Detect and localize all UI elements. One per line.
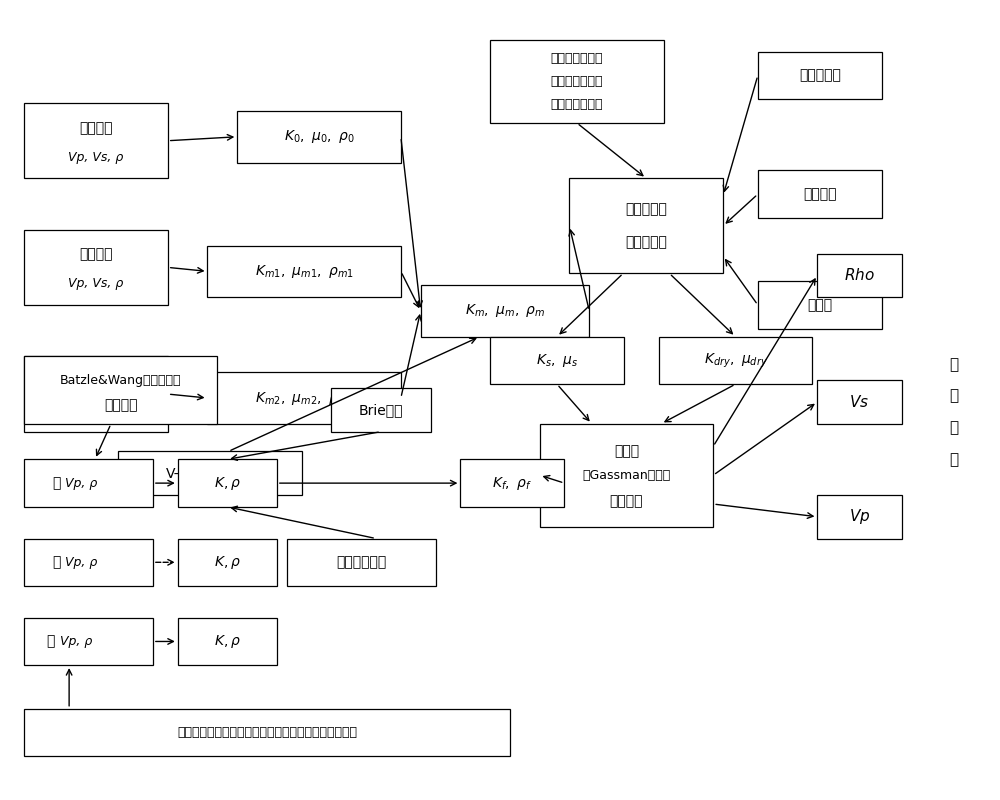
Text: $K_f,\ \rho_f$: $K_f,\ \rho_f$ [492,474,532,492]
Text: $K, \rho$: $K, \rho$ [214,633,241,650]
Text: 裂缝孔隙长宽比: 裂缝孔隙长宽比 [551,51,603,65]
Text: 果: 果 [950,452,959,467]
Text: 计算方法: 计算方法 [104,398,137,412]
FancyBboxPatch shape [490,40,664,123]
Text: 气: 气 [47,634,60,649]
Text: 盖斯曼: 盖斯曼 [614,445,639,458]
FancyBboxPatch shape [24,357,168,432]
Text: 泥岩骨架: 泥岩骨架 [79,248,113,262]
Text: $\mathit{Rho}$: $\mathit{Rho}$ [844,267,875,283]
FancyBboxPatch shape [460,459,564,507]
FancyBboxPatch shape [817,380,902,424]
Text: 泥质长宽比: 泥质长宽比 [799,69,841,82]
Text: Vp, Vs, ρ: Vp, Vs, ρ [68,404,124,417]
Text: $\mathit{Vs}$: $\mathit{Vs}$ [849,394,870,410]
Text: 粒间孔隙长宽比: 粒间孔隙长宽比 [551,98,603,111]
Text: 含油气饱和度: 含油气饱和度 [336,555,386,570]
FancyBboxPatch shape [24,459,153,507]
Text: $K, \rho$: $K, \rho$ [214,554,241,570]
Text: 温度、压力、油密度、地层水矿化度、气油比、气比重: 温度、压力、油密度、地层水矿化度、气油比、气比重 [177,726,357,739]
Text: Vp, ρ: Vp, ρ [65,556,98,569]
FancyBboxPatch shape [758,52,882,99]
FancyBboxPatch shape [24,618,153,666]
FancyBboxPatch shape [331,388,431,432]
FancyBboxPatch shape [421,286,589,337]
Text: 云岩、石膏: 云岩、石膏 [75,374,117,388]
Text: （Gassman）流体: （Gassman）流体 [582,469,671,482]
FancyBboxPatch shape [178,538,277,586]
Text: 置换模型: 置换模型 [610,494,643,508]
Text: 油: 油 [53,555,65,570]
Text: $K_{m1},\ \mu_{m1},\ \rho_{m1}$: $K_{m1},\ \mu_{m1},\ \rho_{m1}$ [255,263,354,280]
Text: Batzle&Wang等流体属性: Batzle&Wang等流体属性 [60,374,181,386]
Text: $K, \rho$: $K, \rho$ [214,474,241,492]
FancyBboxPatch shape [207,372,401,424]
FancyBboxPatch shape [569,178,723,274]
Text: $K_0,\ \mu_0,\ \rho_0$: $K_0,\ \mu_0,\ \rho_0$ [284,128,354,146]
Text: $K_s,\ \mu_s$: $K_s,\ \mu_s$ [536,352,578,369]
FancyBboxPatch shape [24,709,510,756]
Text: 演: 演 [950,389,959,403]
Text: $\mathit{Vp}$: $\mathit{Vp}$ [849,507,870,526]
FancyBboxPatch shape [118,451,302,495]
Text: 数计算模型: 数计算模型 [625,235,667,249]
Text: 结: 结 [950,420,959,435]
FancyBboxPatch shape [540,424,713,526]
FancyBboxPatch shape [817,254,902,297]
FancyBboxPatch shape [24,103,168,178]
Text: Vp, ρ: Vp, ρ [65,477,98,490]
Text: 泥质含量: 泥质含量 [803,187,837,201]
FancyBboxPatch shape [24,357,217,424]
Text: $K_m,\ \mu_m,\ \rho_m$: $K_m,\ \mu_m,\ \rho_m$ [465,302,545,319]
FancyBboxPatch shape [24,230,168,305]
Text: 正: 正 [950,357,959,372]
Text: Brie指数: Brie指数 [359,403,403,417]
Text: $K_{dry},\ \mu_{dry}$: $K_{dry},\ \mu_{dry}$ [704,351,767,370]
Text: 水: 水 [53,476,65,490]
FancyBboxPatch shape [178,618,277,666]
Text: Vp, Vs, ρ: Vp, Vs, ρ [68,278,124,290]
Text: 灰岩骨架: 灰岩骨架 [79,121,113,135]
FancyBboxPatch shape [817,495,902,538]
FancyBboxPatch shape [287,538,436,586]
Text: Vp, Vs, ρ: Vp, Vs, ρ [68,150,124,164]
Text: Vp, ρ: Vp, ρ [60,635,92,648]
FancyBboxPatch shape [24,538,153,586]
Text: 孔隙度: 孔隙度 [807,298,832,312]
FancyBboxPatch shape [758,282,882,329]
FancyBboxPatch shape [207,246,401,297]
Text: V-R-H骨架混合方法: V-R-H骨架混合方法 [166,466,254,480]
Text: 溶洞孔隙长宽比: 溶洞孔隙长宽比 [551,75,603,88]
FancyBboxPatch shape [659,337,812,384]
FancyBboxPatch shape [490,337,624,384]
Text: $K_{m2},\ \mu_{m2},\ \rho_{m2}$: $K_{m2},\ \mu_{m2},\ \rho_{m2}$ [255,390,354,406]
FancyBboxPatch shape [237,111,401,162]
FancyBboxPatch shape [758,170,882,218]
FancyBboxPatch shape [178,459,277,507]
Text: 干岩弹性参: 干岩弹性参 [625,202,667,217]
